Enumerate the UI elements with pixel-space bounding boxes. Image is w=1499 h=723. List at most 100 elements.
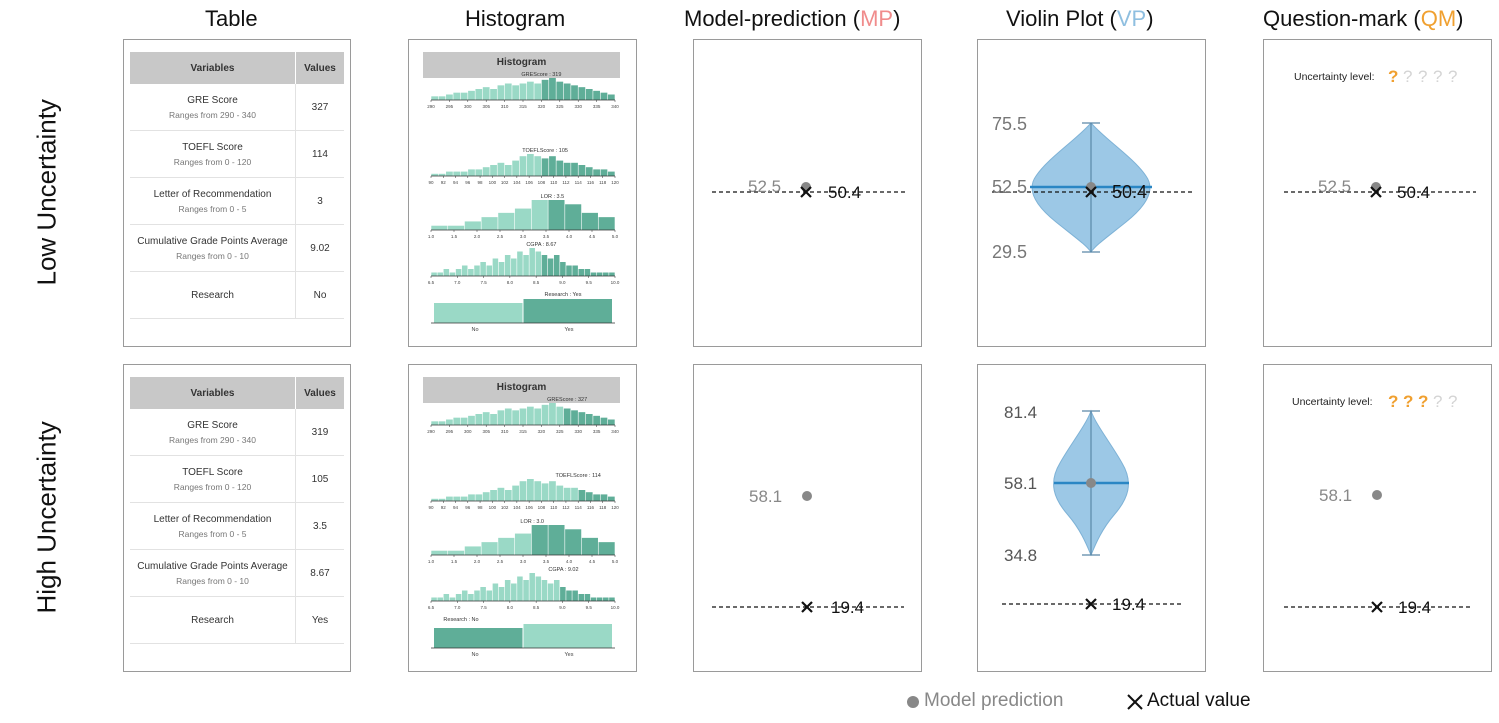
histogram-tick-label: 315 [519, 104, 527, 109]
actual-marker [1370, 186, 1382, 198]
histogram-bar [563, 83, 571, 100]
prediction-value: 58.1 [749, 487, 782, 506]
histogram-bar [526, 154, 534, 176]
histogram-bar [474, 265, 480, 276]
histogram-tick-label: 120 [611, 505, 619, 510]
histogram-bar [519, 481, 527, 501]
histogram-bar [584, 594, 591, 601]
histogram-bar [607, 94, 615, 100]
table-header-values: Values [295, 52, 344, 84]
variable-cell: Cumulative Grade Points Average Ranges fr… [130, 549, 296, 597]
histogram-bar [498, 262, 505, 276]
violin-plot: 81.4 58.1 34.8 19.4 [1002, 403, 1182, 614]
histogram-tick-label: 330 [574, 429, 582, 434]
question-mark-icon: ? [1433, 392, 1442, 411]
variable-name: TOEFL Score [182, 466, 243, 478]
histogram-bar [446, 94, 453, 100]
histogram-gre: GREScore : 327 290 295 300 305 310 315 320 325 33… [427, 397, 619, 434]
histogram-tick-label: 92 [441, 505, 447, 510]
histogram-bar [600, 494, 608, 501]
histogram-cgpa: CGPA : 8.67 6.5 7.0 7.5 8.0 8.5 9.0 9.5 10.0 [428, 242, 620, 285]
variable-range: Ranges from 0 - 5 [178, 203, 247, 214]
histogram-tick-label: 102 [501, 505, 509, 510]
variable-cell: GRE Score Ranges from 290 - 340 [130, 409, 296, 456]
variable-cell: Research [130, 271, 296, 319]
histogram-bar [490, 490, 497, 501]
histogram-tick-label: 295 [446, 104, 454, 109]
histogram-tick-label: 7.5 [480, 605, 487, 610]
prediction-value: 58.1 [1319, 486, 1352, 505]
variable-value: 3.5 [295, 502, 344, 550]
variable-value: 3 [295, 177, 344, 225]
table-row: Research No [130, 271, 344, 319]
histogram-bar [523, 299, 612, 323]
variable-value: 114 [295, 130, 344, 178]
prediction-dot [802, 491, 812, 501]
table-row: Research Yes [130, 596, 344, 644]
histogram-label: Research : Yes [545, 292, 582, 298]
variable-name: Cumulative Grade Points Average [137, 560, 288, 572]
histogram-bar [443, 269, 450, 276]
histogram-tick-label: 310 [501, 104, 509, 109]
histogram-tick-label: 3.0 [520, 234, 527, 239]
histogram-bar [541, 483, 549, 501]
histogram-bar [468, 169, 475, 176]
histogram-tick-label: 104 [513, 180, 521, 185]
histogram-bar [434, 303, 523, 323]
histogram-bar [553, 255, 560, 276]
histogram-bar [593, 90, 600, 100]
column-title-vp: Violin Plot (VP) [1006, 6, 1154, 31]
histogram-bar [529, 573, 535, 601]
histogram-tick-label: 112 [562, 505, 570, 510]
variable-value: Yes [295, 596, 344, 644]
histogram-bar [486, 265, 493, 276]
histogram-tick-label: 112 [562, 180, 570, 185]
histogram-gre: GREScore : 319 290 295 300 305 310 315 320 325 33… [427, 72, 619, 109]
histogram-bar [553, 580, 560, 601]
histogram-tick-label: 300 [464, 104, 472, 109]
histogram-lor: LOR : 3.0 1.0 1.5 2.0 2.5 3.0 3.5 4.0 4.5 5.0 [428, 519, 619, 564]
histogram-bar [490, 89, 497, 100]
histogram-bar [526, 81, 534, 100]
histogram-bar [566, 265, 572, 276]
histogram-tick-label: 118 [599, 180, 607, 185]
histogram-bar [565, 529, 582, 555]
table-panel-high: Variables Values GRE Score Ranges from 29… [123, 364, 351, 672]
histogram-tick-label: 94 [453, 180, 459, 185]
histogram-bar [475, 89, 483, 100]
variable-cell: TOEFL Score Ranges from 0 - 120 [130, 130, 296, 178]
histogram-tick-label: 94 [453, 505, 459, 510]
qm-panel-high: Uncertainty level: ????? 58.1 19.4 [1263, 364, 1492, 672]
actual-marker [800, 186, 812, 198]
actual-value: 19.4 [1112, 595, 1145, 614]
question-mark-icon: ? [1418, 392, 1428, 411]
histogram-bar [598, 542, 615, 555]
histogram-tick-label: 114 [575, 505, 583, 510]
histogram-bar [541, 580, 548, 601]
histogram-bar [492, 258, 499, 276]
histogram-bar [498, 537, 515, 555]
histogram-bar [504, 408, 512, 425]
actual-value: 19.4 [831, 598, 864, 617]
table-panel-low: Variables Values GRE Score Ranges from 29… [123, 39, 351, 347]
histogram-tick-label: 320 [538, 429, 546, 434]
histogram-bar [480, 262, 486, 276]
histogram-bar [512, 485, 520, 501]
histogram-tick-label: 8.5 [533, 605, 540, 610]
question-mark-icon: ? [1403, 67, 1412, 86]
histogram-tick-label: 102 [501, 180, 509, 185]
vp-mid: 52.5 [992, 177, 1027, 197]
histogram-bar [549, 156, 556, 176]
legend-prediction: Model prediction [924, 690, 1064, 711]
vp-panel-low: 75.5 52.5 29.5 50.4 [977, 39, 1206, 347]
question-mark-icon: ? [1403, 392, 1413, 411]
histogram-bar [578, 165, 586, 176]
histogram-tick-label: 9.5 [586, 605, 593, 610]
histogram-bar [560, 587, 566, 601]
histogram-bar [566, 590, 572, 601]
row-label-low: Low Uncertainty [31, 99, 62, 286]
histogram-tick-label: 9.0 [559, 605, 566, 610]
histogram-label: LOR : 3.0 [520, 519, 544, 525]
histogram-bar [449, 597, 456, 601]
histogram-bar [438, 421, 446, 425]
